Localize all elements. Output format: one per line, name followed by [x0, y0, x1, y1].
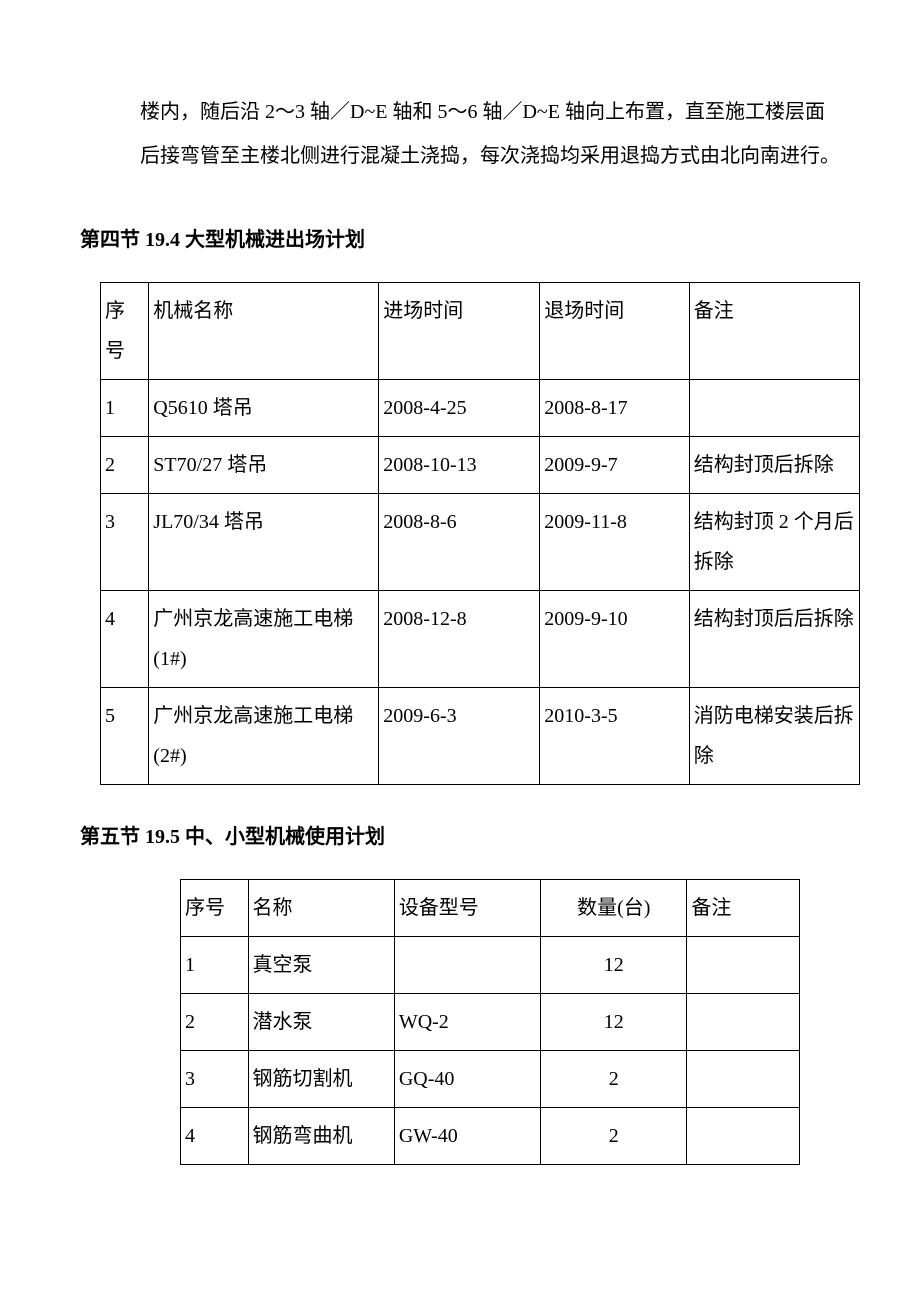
cell-exit: 2009-9-10: [540, 591, 690, 688]
table-row: 2 潜水泵 WQ-2 12: [181, 994, 800, 1051]
cell-exit: 2008-8-17: [540, 380, 690, 437]
cell-exit: 2009-11-8: [540, 494, 690, 591]
cell-qty: 12: [541, 937, 687, 994]
cell-num: 1: [101, 380, 149, 437]
table-row: 1 真空泵 12: [181, 937, 800, 994]
cell-exit: 2010-3-5: [540, 688, 690, 785]
cell-enter: 2008-10-13: [379, 437, 540, 494]
cell-num: 1: [181, 937, 249, 994]
cell-num: 3: [101, 494, 149, 591]
header-name: 机械名称: [149, 283, 379, 380]
cell-model: GQ-40: [394, 1051, 540, 1108]
cell-name: 真空泵: [248, 937, 394, 994]
cell-note: 消防电梯安装后拆除: [689, 688, 859, 785]
cell-num: 4: [101, 591, 149, 688]
header-num: 序号: [101, 283, 149, 380]
cell-model: [394, 937, 540, 994]
cell-exit: 2009-9-7: [540, 437, 690, 494]
header-qty: 数量(台): [541, 880, 687, 937]
table-row: 3 钢筋切割机 GQ-40 2: [181, 1051, 800, 1108]
table-row: 4 广州京龙高速施工电梯(1#) 2008-12-8 2009-9-10 结构封…: [101, 591, 860, 688]
cell-num: 3: [181, 1051, 249, 1108]
cell-name: 广州京龙高速施工电梯(1#): [149, 591, 379, 688]
cell-num: 2: [101, 437, 149, 494]
table-row: 4 钢筋弯曲机 GW-40 2: [181, 1108, 800, 1165]
intro-paragraph: 楼内，随后沿 2～3 轴／D~E 轴和 5～6 轴／D~E 轴向上布置，直至施工…: [80, 90, 840, 178]
table-row: 5 广州京龙高速施工电梯(2#) 2009-6-3 2010-3-5 消防电梯安…: [101, 688, 860, 785]
cell-name: JL70/34 塔吊: [149, 494, 379, 591]
cell-num: 2: [181, 994, 249, 1051]
table-header-row: 序号 名称 设备型号 数量(台) 备注: [181, 880, 800, 937]
table-row: 2 ST70/27 塔吊 2008-10-13 2009-9-7 结构封顶后拆除: [101, 437, 860, 494]
section5-heading: 第五节 19.5 中、小型机械使用计划: [80, 815, 840, 859]
cell-qty: 12: [541, 994, 687, 1051]
header-name: 名称: [248, 880, 394, 937]
header-note: 备注: [689, 283, 859, 380]
table-row: 1 Q5610 塔吊 2008-4-25 2008-8-17: [101, 380, 860, 437]
header-model: 设备型号: [394, 880, 540, 937]
small-machinery-table: 序号 名称 设备型号 数量(台) 备注 1 真空泵 12 2 潜水泵 WQ-2 …: [180, 879, 800, 1165]
cell-num: 4: [181, 1108, 249, 1165]
cell-qty: 2: [541, 1108, 687, 1165]
cell-note: [687, 994, 800, 1051]
cell-name: 钢筋切割机: [248, 1051, 394, 1108]
section4-heading: 第四节 19.4 大型机械进出场计划: [80, 218, 840, 262]
table-row: 3 JL70/34 塔吊 2008-8-6 2009-11-8 结构封顶 2 个…: [101, 494, 860, 591]
cell-model: GW-40: [394, 1108, 540, 1165]
cell-name: ST70/27 塔吊: [149, 437, 379, 494]
cell-enter: 2008-8-6: [379, 494, 540, 591]
cell-note: [687, 937, 800, 994]
header-exit: 退场时间: [540, 283, 690, 380]
cell-enter: 2009-6-3: [379, 688, 540, 785]
cell-note: [687, 1108, 800, 1165]
cell-note: 结构封顶后拆除: [689, 437, 859, 494]
cell-num: 5: [101, 688, 149, 785]
cell-note: [687, 1051, 800, 1108]
cell-model: WQ-2: [394, 994, 540, 1051]
cell-name: 潜水泵: [248, 994, 394, 1051]
cell-note: 结构封顶后后拆除: [689, 591, 859, 688]
cell-enter: 2008-4-25: [379, 380, 540, 437]
cell-note: [689, 380, 859, 437]
cell-enter: 2008-12-8: [379, 591, 540, 688]
cell-note: 结构封顶 2 个月后拆除: [689, 494, 859, 591]
header-enter: 进场时间: [379, 283, 540, 380]
cell-qty: 2: [541, 1051, 687, 1108]
cell-name: 钢筋弯曲机: [248, 1108, 394, 1165]
header-note: 备注: [687, 880, 800, 937]
table-header-row: 序号 机械名称 进场时间 退场时间 备注: [101, 283, 860, 380]
cell-name: 广州京龙高速施工电梯(2#): [149, 688, 379, 785]
header-num: 序号: [181, 880, 249, 937]
cell-name: Q5610 塔吊: [149, 380, 379, 437]
large-machinery-table: 序号 机械名称 进场时间 退场时间 备注 1 Q5610 塔吊 2008-4-2…: [100, 282, 860, 785]
